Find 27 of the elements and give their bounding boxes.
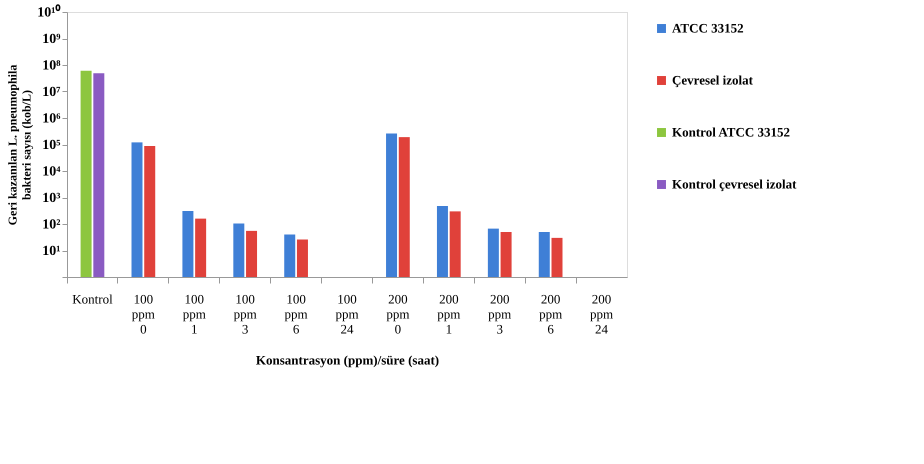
y-tick-label: 10⁵ (42, 138, 60, 153)
y-tick-label: 10¹⁰ (37, 4, 60, 20)
y-tick-label: 10⁴ (42, 164, 62, 180)
x-tick-label: 100 ppm 1 (182, 292, 206, 336)
x-tick-label: 100 ppm 24 (335, 292, 359, 336)
x-tick-label: 100 ppm 0 (132, 292, 155, 336)
x-tick-label: 200 ppm 1 (437, 292, 460, 336)
y-tick-label: 10¹ (42, 244, 60, 259)
y-tick-label: 10² (42, 218, 60, 232)
y-tick-label: 10⁶ (42, 112, 60, 126)
x-axis-title: Konsantrasyon (ppm)/süre (saat) (256, 352, 440, 368)
y-tick-label: 10⁷ (42, 85, 60, 100)
x-tick-label: 200 ppm 0 (386, 292, 410, 336)
x-tick-label: Kontrol (72, 292, 114, 306)
x-tick-label: 200 ppm 3 (488, 292, 512, 336)
legend-label: ATCC 33152 (672, 20, 744, 36)
legend-label: Çevresel izolat (672, 72, 754, 88)
x-tick-label: 200 ppm 6 (539, 292, 562, 336)
y-tick-label: 10³ (42, 191, 60, 206)
y-tick-label: 10⁸ (42, 58, 60, 74)
legend-label: Kontrol çevresel izolat (672, 176, 798, 192)
x-tick-label: 200 ppm 24 (590, 292, 614, 336)
legend-label: Kontrol ATCC 33152 (672, 124, 790, 140)
y-axis-title: Geri kazanılan L. pneumophila bakteri sayısı (kob/L) (5, 64, 34, 226)
y-tick-label: 10⁹ (42, 32, 60, 47)
x-tick-label: 100 ppm 6 (284, 292, 308, 336)
x-tick-label: 100 ppm 3 (234, 292, 257, 336)
